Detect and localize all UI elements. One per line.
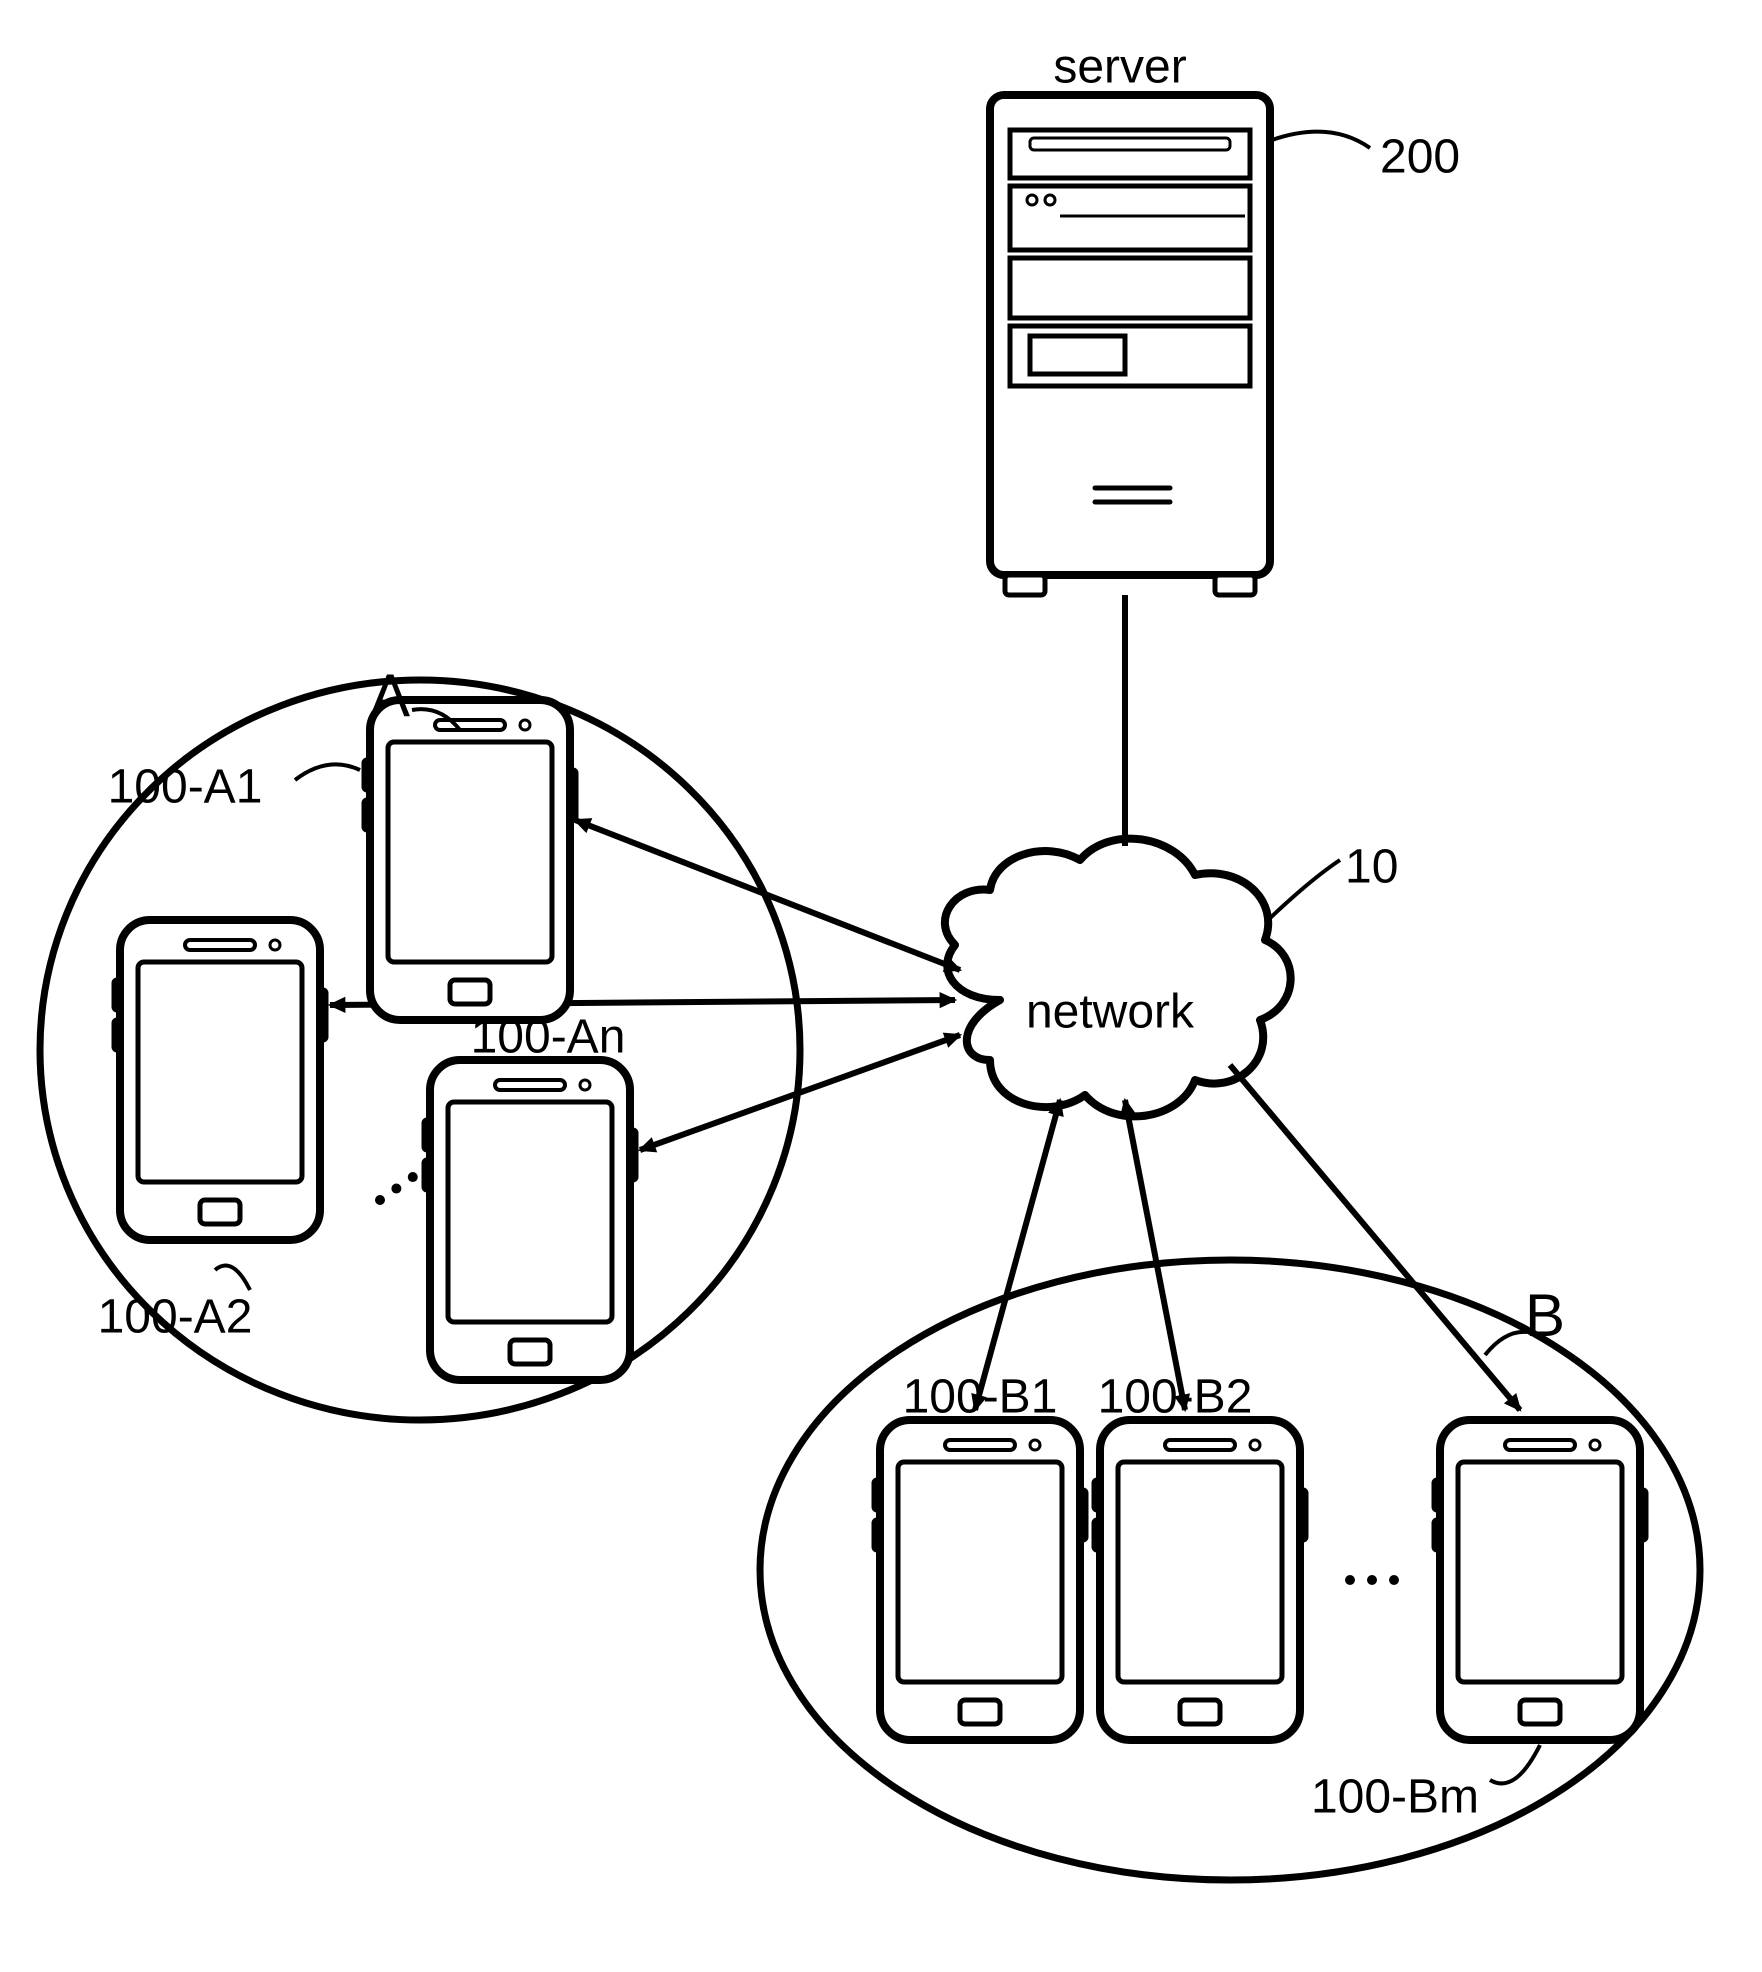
server-ref: 200 (1380, 131, 1460, 184)
phone-Bm (1434, 1420, 1646, 1740)
phone-label-An: 100-An (471, 1011, 626, 1064)
phone-A2 (114, 920, 326, 1240)
phone-label-B2: 100-B2 (1098, 1371, 1253, 1424)
network-ref: 10 (1345, 841, 1398, 894)
group-b (760, 1065, 1700, 1880)
phone-label-A2: 100-A2 (98, 1291, 253, 1344)
phone-B2 (1094, 1420, 1306, 1740)
phone-An (424, 1060, 636, 1380)
server (990, 95, 1370, 595)
phone-B1 (874, 1420, 1086, 1740)
server-label: server (1053, 41, 1186, 94)
group-b-letter: B (1525, 1282, 1565, 1349)
phone-label-A1: 100-A1 (108, 761, 263, 814)
phone-A1 (364, 700, 576, 1020)
group-a-letter: A (370, 662, 410, 729)
phone-label-Bm: 100-Bm (1311, 1771, 1479, 1824)
network-label: network (1026, 986, 1195, 1039)
phone-label-B1: 100-B1 (903, 1371, 1058, 1424)
